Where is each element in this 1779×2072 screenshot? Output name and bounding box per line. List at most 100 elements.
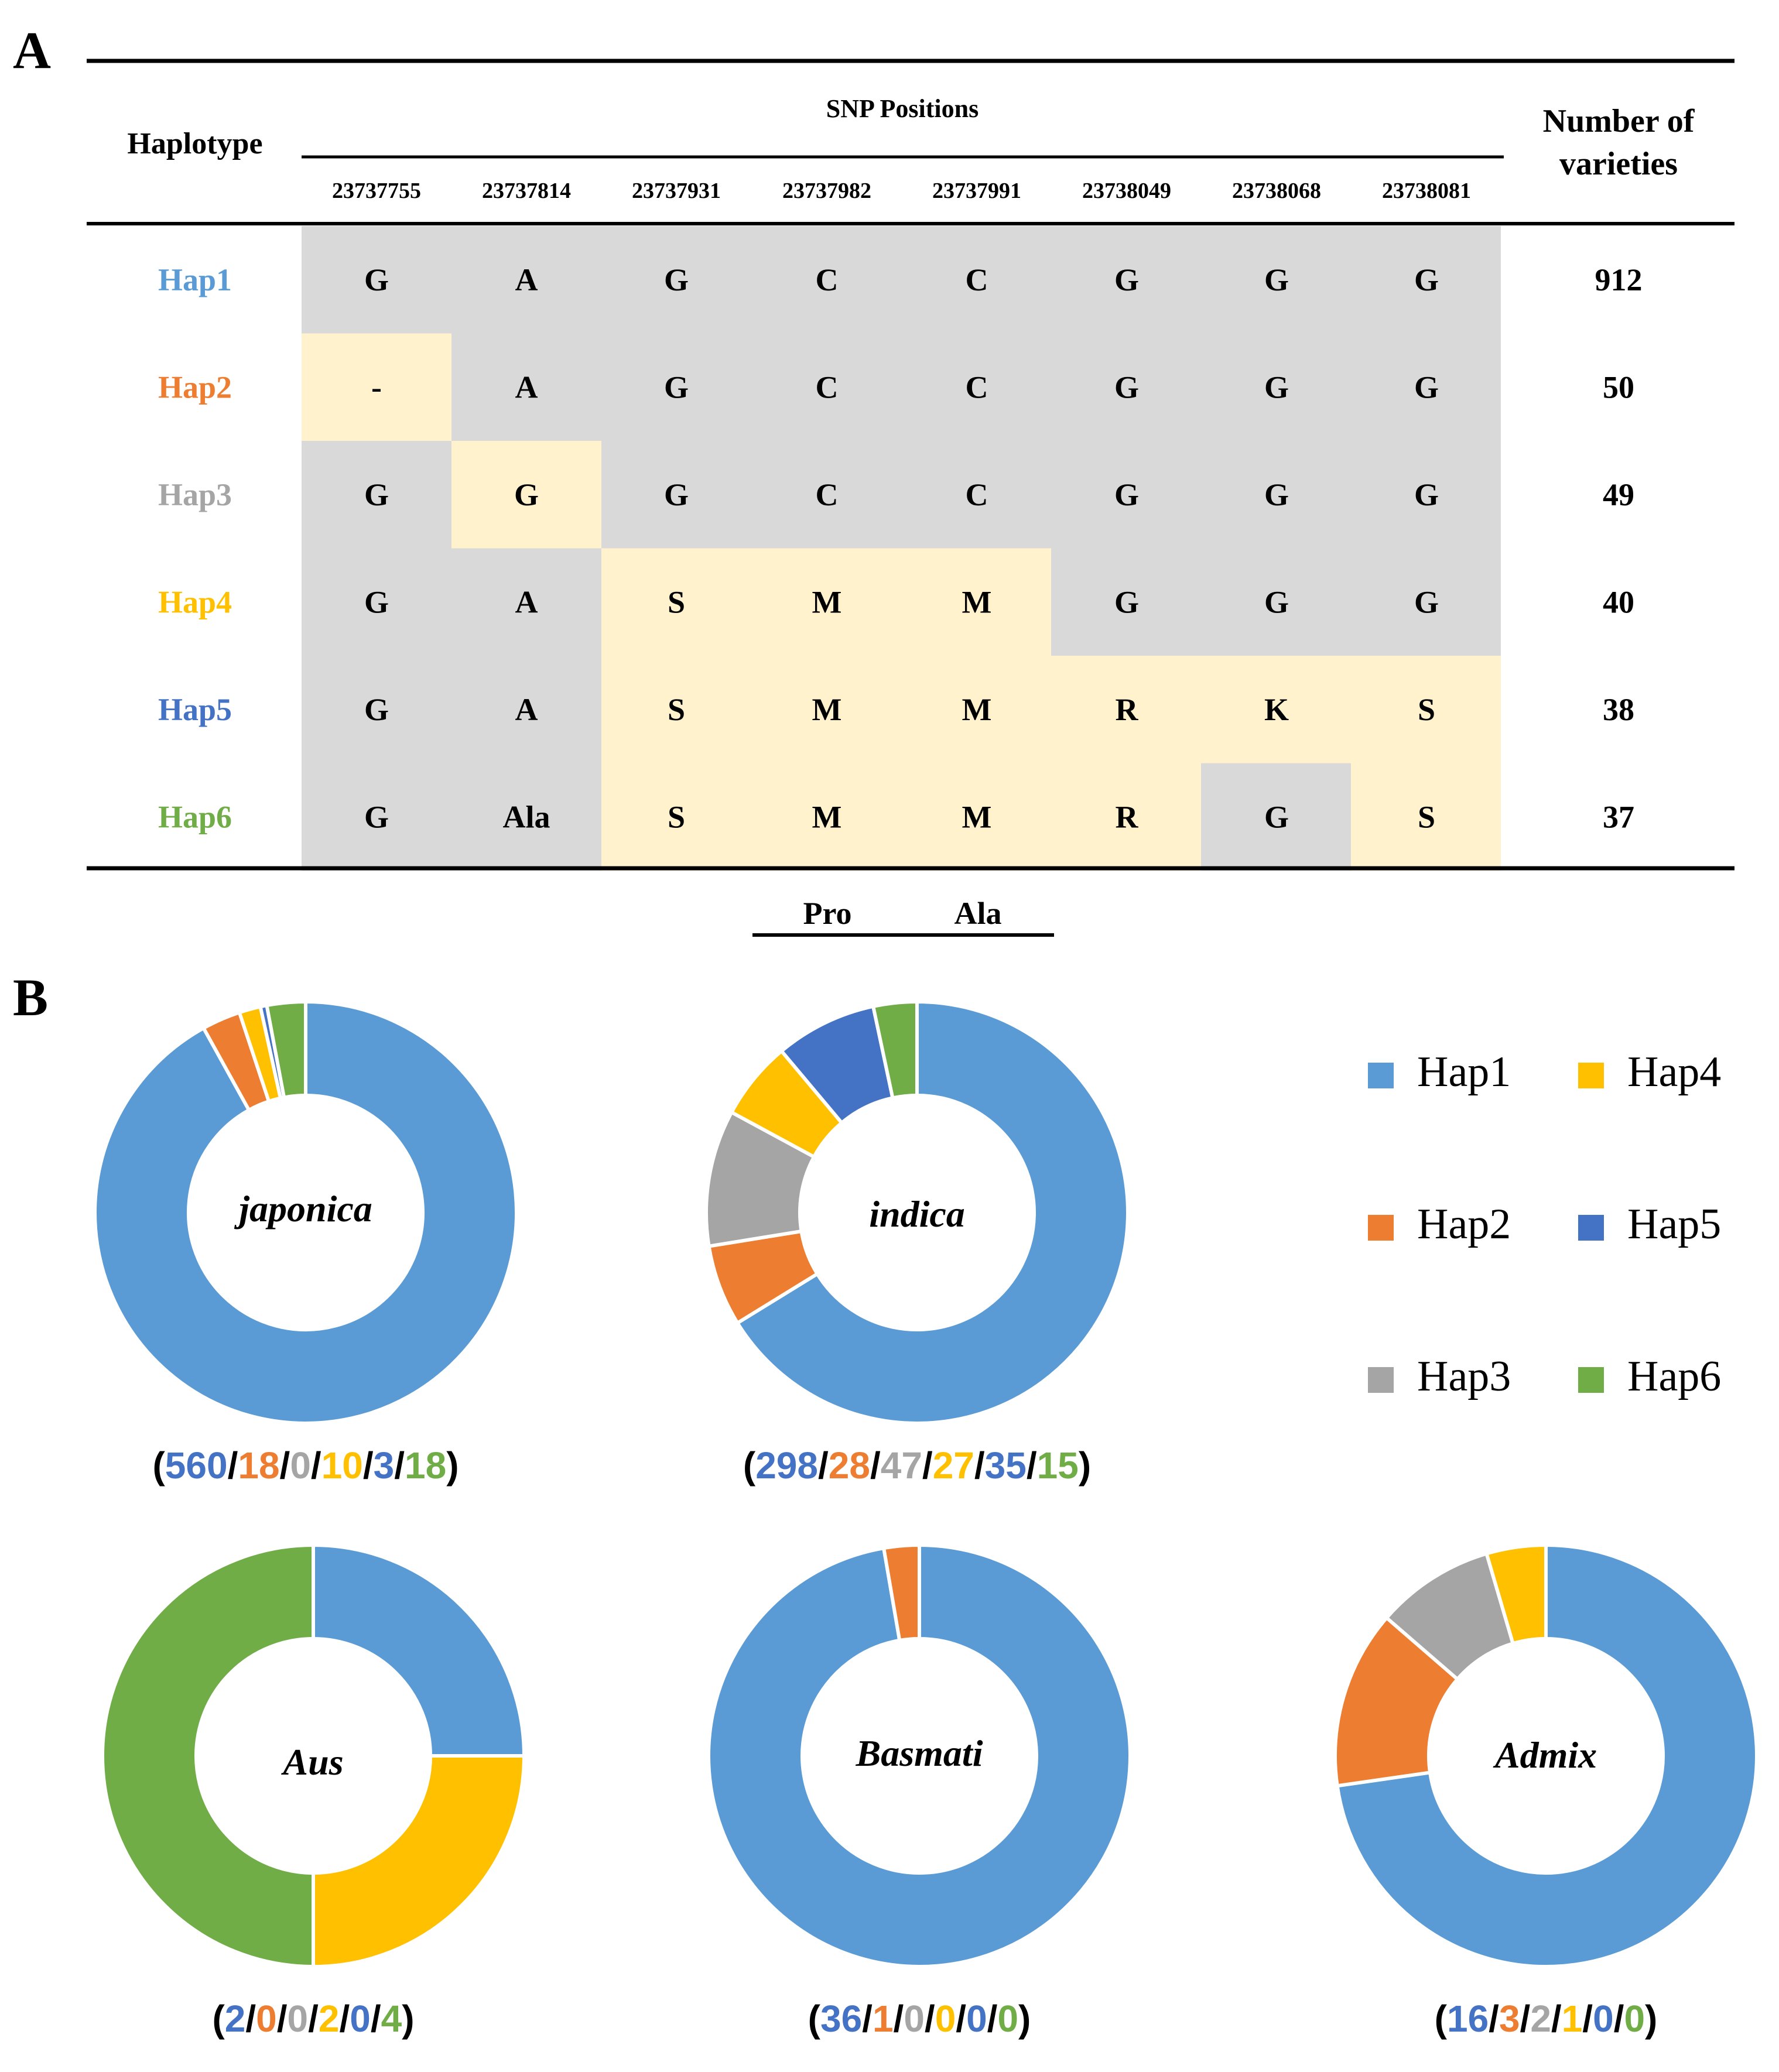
legend-swatch-hap2 — [1368, 1215, 1394, 1241]
cell-hap4-1: A — [515, 584, 538, 619]
legend-label-hap4: Hap4 — [1627, 1048, 1721, 1096]
count-hap1: 36 — [820, 1998, 862, 2040]
cell-hap3-1: G — [514, 477, 539, 512]
count-hap2: 3 — [1499, 1998, 1520, 2040]
count-separator: / — [1520, 1998, 1531, 2040]
slice-admix-hap1 — [1335, 1543, 1759, 1968]
legend-label-hap6: Hap6 — [1627, 1352, 1721, 1400]
legend-swatch-hap5 — [1578, 1215, 1604, 1241]
count-hap6: 15 — [1037, 1444, 1079, 1487]
count-hap2: 18 — [238, 1444, 279, 1487]
slice-indica-hap1 — [735, 999, 1130, 1425]
count-separator: / — [922, 1444, 933, 1487]
count-close-paren: ) — [1018, 1998, 1031, 2040]
cell-hap4-2: S — [668, 584, 685, 619]
snp-position-headers: 23737755 23737814 23737931 23737982 23737991… — [332, 179, 1471, 203]
count-separator: / — [870, 1444, 881, 1487]
cell-hap2-0: - — [371, 369, 382, 405]
count-hap4: 1 — [1562, 1998, 1583, 2040]
count-hap6: 0 — [997, 1998, 1018, 2040]
count-label-indica: (298/28/47/27/35/15) — [743, 1444, 1091, 1487]
count-open-paren: ( — [152, 1444, 165, 1487]
pro-label: Pro — [803, 896, 852, 931]
legend-item-hap2: Hap2 — [1368, 1200, 1511, 1248]
count-label-aus: (2/0/0/2/0/4) — [212, 1998, 414, 2040]
cell-bg-hap3-0 — [302, 441, 451, 549]
cell-hap5-4: M — [962, 692, 992, 727]
count-separator: / — [1614, 1998, 1624, 2040]
count-hap1: 298 — [755, 1444, 818, 1487]
count-separator: / — [987, 1998, 998, 2040]
slice-japonica-hap1 — [93, 999, 518, 1425]
cell-bg-hap5-4 — [901, 656, 1051, 763]
row-label-hap4: Hap4 — [158, 584, 232, 619]
count-separator: / — [394, 1444, 405, 1487]
cell-hap4-0: G — [364, 584, 389, 619]
cell-hap1-7: G — [1414, 262, 1439, 297]
donut-title-aus: Aus — [280, 1741, 343, 1783]
cell-bg-hap5-2 — [601, 656, 751, 763]
cell-bg-hap3-1 — [451, 441, 601, 549]
cell-bg-hap1-0 — [302, 226, 451, 334]
cell-bg-hap1-1 — [451, 226, 601, 334]
cell-hap5-3: M — [812, 692, 842, 727]
donut-indica: indica(298/28/47/27/35/15) — [704, 999, 1130, 1487]
cell-bg-hap3-3 — [751, 441, 901, 549]
cell-hap6-6: G — [1264, 799, 1289, 834]
count-separator: / — [862, 1998, 873, 2040]
cell-bg-hap5-3 — [751, 656, 901, 763]
count-hap4: 0 — [935, 1998, 956, 2040]
cell-hap2-5: G — [1114, 369, 1139, 405]
donut-title-indica: indica — [869, 1193, 965, 1235]
cell-bg-hap1-5 — [1051, 226, 1201, 334]
snp-position-4: 23737991 — [932, 179, 1021, 203]
cell-hap6-2: S — [668, 799, 685, 834]
count-hap5: 0 — [966, 1998, 987, 2040]
count-close-paren: ) — [1645, 1998, 1657, 2040]
cell-bg-hap1-3 — [751, 226, 901, 334]
count-close-paren: ) — [1079, 1444, 1091, 1487]
panel-a-label: A — [13, 22, 51, 80]
cell-hap6-3: M — [812, 799, 842, 834]
donut-aus: Aus (2/0/0/2/0/4) — [101, 1543, 526, 2040]
count-separator: / — [280, 1444, 290, 1487]
slice-admix-hap4 — [1484, 1543, 1548, 1646]
count-hap4: 27 — [933, 1444, 974, 1487]
cell-bg-hap2-3 — [751, 333, 901, 441]
cell-bg-hap1-6 — [1201, 226, 1351, 334]
count-label-basmati: (36/1/0/0/0/0) — [808, 1998, 1031, 2040]
haplotype-header: Haplotype — [127, 127, 262, 160]
cell-hap5-2: S — [668, 692, 685, 727]
count-close-paren: ) — [446, 1444, 459, 1487]
cell-hap2-4: C — [966, 369, 988, 405]
count-hap2: 0 — [256, 1998, 277, 2040]
table-rows: G A G C C G G G Hap1 912 - A G C C G G G Hap2 50 G G G C C G G G Hap… — [158, 262, 1643, 835]
cell-hap4-4: M — [962, 584, 992, 619]
cell-hap1-4: C — [966, 262, 988, 297]
count-separator: / — [974, 1444, 985, 1487]
legend-label-hap5: Hap5 — [1627, 1200, 1721, 1248]
cell-hap3-0: G — [364, 477, 389, 512]
legend-item-hap3: Hap3 — [1368, 1352, 1511, 1400]
cell-bg-hap4-2 — [601, 548, 751, 656]
cell-bg-hap3-4 — [901, 441, 1051, 549]
cell-hap3-5: G — [1114, 477, 1139, 512]
count-separator: / — [245, 1998, 256, 2040]
count-label-japonica: (560/18/0/10/3/18) — [152, 1444, 459, 1487]
cell-hap2-3: C — [816, 369, 839, 405]
slice-aus-hap6 — [101, 1543, 315, 1969]
cell-bg-hap6-2 — [601, 763, 751, 871]
donut-basmati: Basmati(36/1/0/0/0/0) — [707, 1543, 1133, 2040]
snp-position-7: 23738081 — [1382, 179, 1471, 203]
row-count-hap2: 50 — [1603, 369, 1634, 405]
snp-position-3: 23737982 — [782, 179, 871, 203]
cell-hap3-2: G — [664, 477, 689, 512]
cell-bg-hap2-6 — [1201, 333, 1351, 441]
count-separator: / — [311, 1444, 321, 1487]
snp-position-2: 23737931 — [632, 179, 721, 203]
row-label-hap5: Hap5 — [158, 692, 232, 727]
cell-hap5-1: A — [515, 692, 538, 727]
row-count-hap1: 912 — [1595, 262, 1643, 297]
legend-swatch-hap4 — [1578, 1063, 1604, 1088]
